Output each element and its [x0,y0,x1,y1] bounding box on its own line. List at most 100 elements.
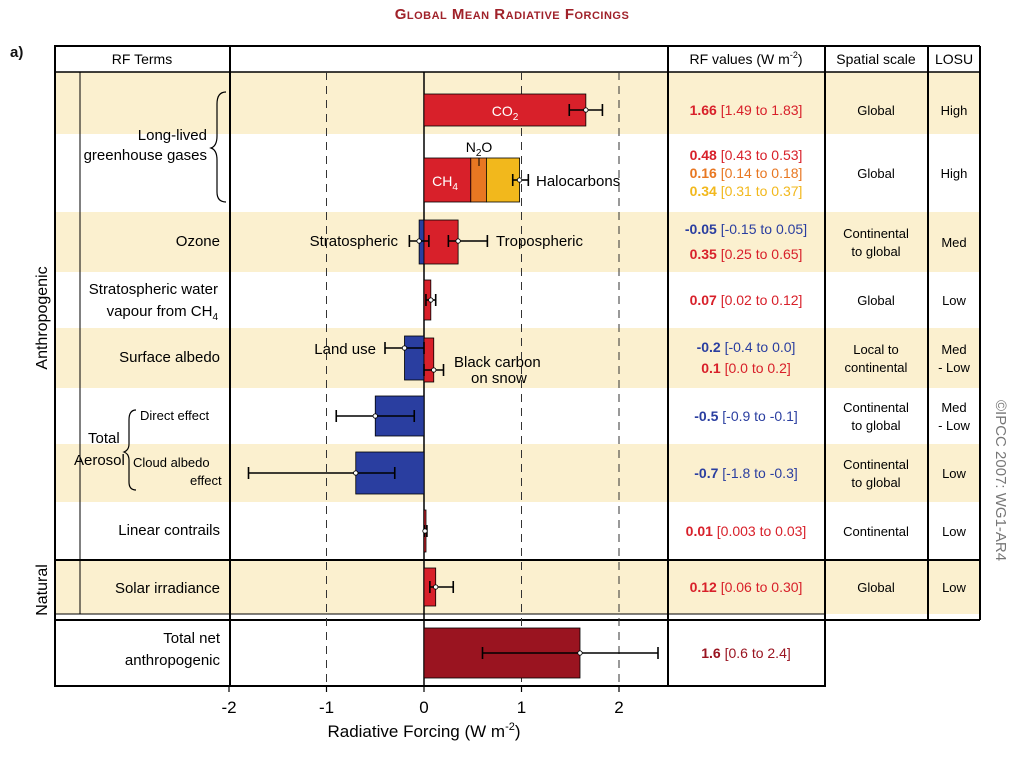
bar-endpoint [416,238,422,244]
spatial-scale: Local to [853,342,899,357]
spatial-scale: to global [851,244,900,259]
rf-value: 0.07 [0.02 to 0.12] [690,292,803,308]
group-label-anthropogenic: Anthropogenic [34,266,51,369]
row-label-direct-effect: Direct effect [140,408,210,423]
chart-title: Global Mean Radiative Forcings [394,6,630,23]
rf-value: 0.16 [0.14 to 0.18] [690,165,803,181]
row-label-llghg-2: greenhouse gases [84,147,207,164]
rf-value: 0.1 [0.0 to 0.2] [701,360,791,376]
bar-label-black-carbon-1: Black carbon [454,354,541,371]
spatial-scale: continental [845,360,908,375]
rf-value: 0.35 [0.25 to 0.65] [690,246,803,262]
spatial-scale: to global [851,418,900,433]
bar-co2 [423,93,587,127]
panel-label: a) [10,44,24,61]
chart-frame [54,45,981,687]
rf-value: 0.01 [0.003 to 0.03] [686,523,807,539]
spatial-scale: Global [857,166,895,181]
x-tick-label: 2 [614,698,623,717]
row-label-stratwv-1: Stratospheric water [89,281,218,298]
header-spatial-scale: Spatial scale [836,51,916,67]
losu-value: Med [941,400,966,415]
bar-label-tropospheric: Tropospheric [496,233,583,250]
row-label-total-net-2: anthropogenic [125,652,221,669]
llghg-brace [209,91,227,203]
rf-value: 1.66 [1.49 to 1.83] [690,102,803,118]
bar-endpoint [353,470,359,476]
bar-endpoint [516,177,523,183]
row-label-ozone: Ozone [176,233,220,250]
spatial-scale: Continental [843,226,909,241]
group-label-natural: Natural [34,564,51,616]
row-label-surface-albedo: Surface albedo [119,349,220,366]
header-losu: LOSU [935,51,973,67]
rf-value: 1.6 [0.6 to 2.4] [701,645,791,661]
losu-value: Low [942,524,966,539]
losu-value: Low [942,293,966,308]
row-label-total-aerosol-1: Total [88,430,120,447]
bar-label-halocarbons: Halocarbons [536,173,620,190]
copyright-text: ©IPCC 2007: WG1-AR4 [992,400,1009,561]
losu-value: High [941,103,968,118]
x-axis: -2 -1 0 1 2 [221,686,624,717]
bar-label-black-carbon-2: on snow [471,370,527,387]
bar-endpoint [428,297,434,303]
losu-value: Low [942,580,966,595]
bar-endpoint [433,584,439,590]
row-label-llghg-1: Long-lived [138,127,207,144]
bar-label-stratospheric: Stratospheric [310,233,399,250]
bar-label-n2o: N2O [466,139,493,159]
rf-value: 0.34 [0.31 to 0.37] [690,183,803,199]
row-shade [55,72,980,86]
row-label-solar-irradiance: Solar irradiance [115,580,220,597]
bar-endpoint [583,107,589,113]
losu-value: - Low [938,418,970,433]
rf-value: -0.5 [-0.9 to -0.1] [694,408,798,424]
aerosol-brace [122,409,137,491]
x-tick-label: -1 [319,698,334,717]
bar-endpoint [577,650,583,656]
bar-black-carbon-on-snow [423,337,435,383]
losu-value: Med [941,235,966,250]
spatial-scale: Continental [843,524,909,539]
error-bars [247,104,659,659]
rf-value: -0.7 [-1.8 to -0.3] [694,465,798,481]
row-label-total-aerosol-2: Aerosol [74,452,125,469]
rf-value: 0.48 [0.43 to 0.53] [690,147,803,163]
bar-endpoint [455,238,461,244]
row-label-total-net-1: Total net [163,630,221,647]
spatial-scale: Global [857,103,895,118]
x-tick-label: -2 [221,698,236,717]
bar-label-land-use: Land use [314,341,376,358]
x-tick-label: 0 [419,698,428,717]
rf-value: -0.2 [-0.4 to 0.0] [697,339,796,355]
bar-endpoint [431,367,437,373]
bar-ch4 [423,157,472,203]
spatial-scale: Global [857,580,895,595]
spatial-scale: Continental [843,400,909,415]
bar-label-ch4: CH4 [432,173,458,193]
losu-value: Low [942,466,966,481]
rf-value: 0.12 [0.06 to 0.30] [690,579,803,595]
spatial-scale: Continental [843,457,909,472]
spatial-scale: to global [851,475,900,490]
bar-label-co2: CO2 [492,103,519,123]
bar-endpoint [422,528,428,534]
rf-values-table: 1.66 [1.49 to 1.83] Global High 0.48 [0.43 … [685,102,971,661]
x-axis-title: Radiative Forcing (W m-2) [327,721,520,741]
rf-value: -0.05 [-0.15 to 0.05] [685,221,807,237]
bar-endpoint [401,345,408,351]
header-rf-values: RF values (W m-2) [689,50,802,67]
losu-value: High [941,166,968,181]
bar-land-use [404,335,425,381]
row-label-stratwv-2: vapour from CH4 [107,303,219,323]
losu-value: Med [941,342,966,357]
x-tick-label: 1 [517,698,526,717]
row-label-linear-contrails: Linear contrails [118,522,220,539]
bar-tropospheric-ozone [423,219,459,265]
bar-endpoint [372,413,378,419]
header-rf-terms: RF Terms [112,51,172,67]
row-label-cloud-albedo-1: Cloud albedo [133,455,210,470]
row-label-cloud-albedo-2: effect [190,473,222,488]
